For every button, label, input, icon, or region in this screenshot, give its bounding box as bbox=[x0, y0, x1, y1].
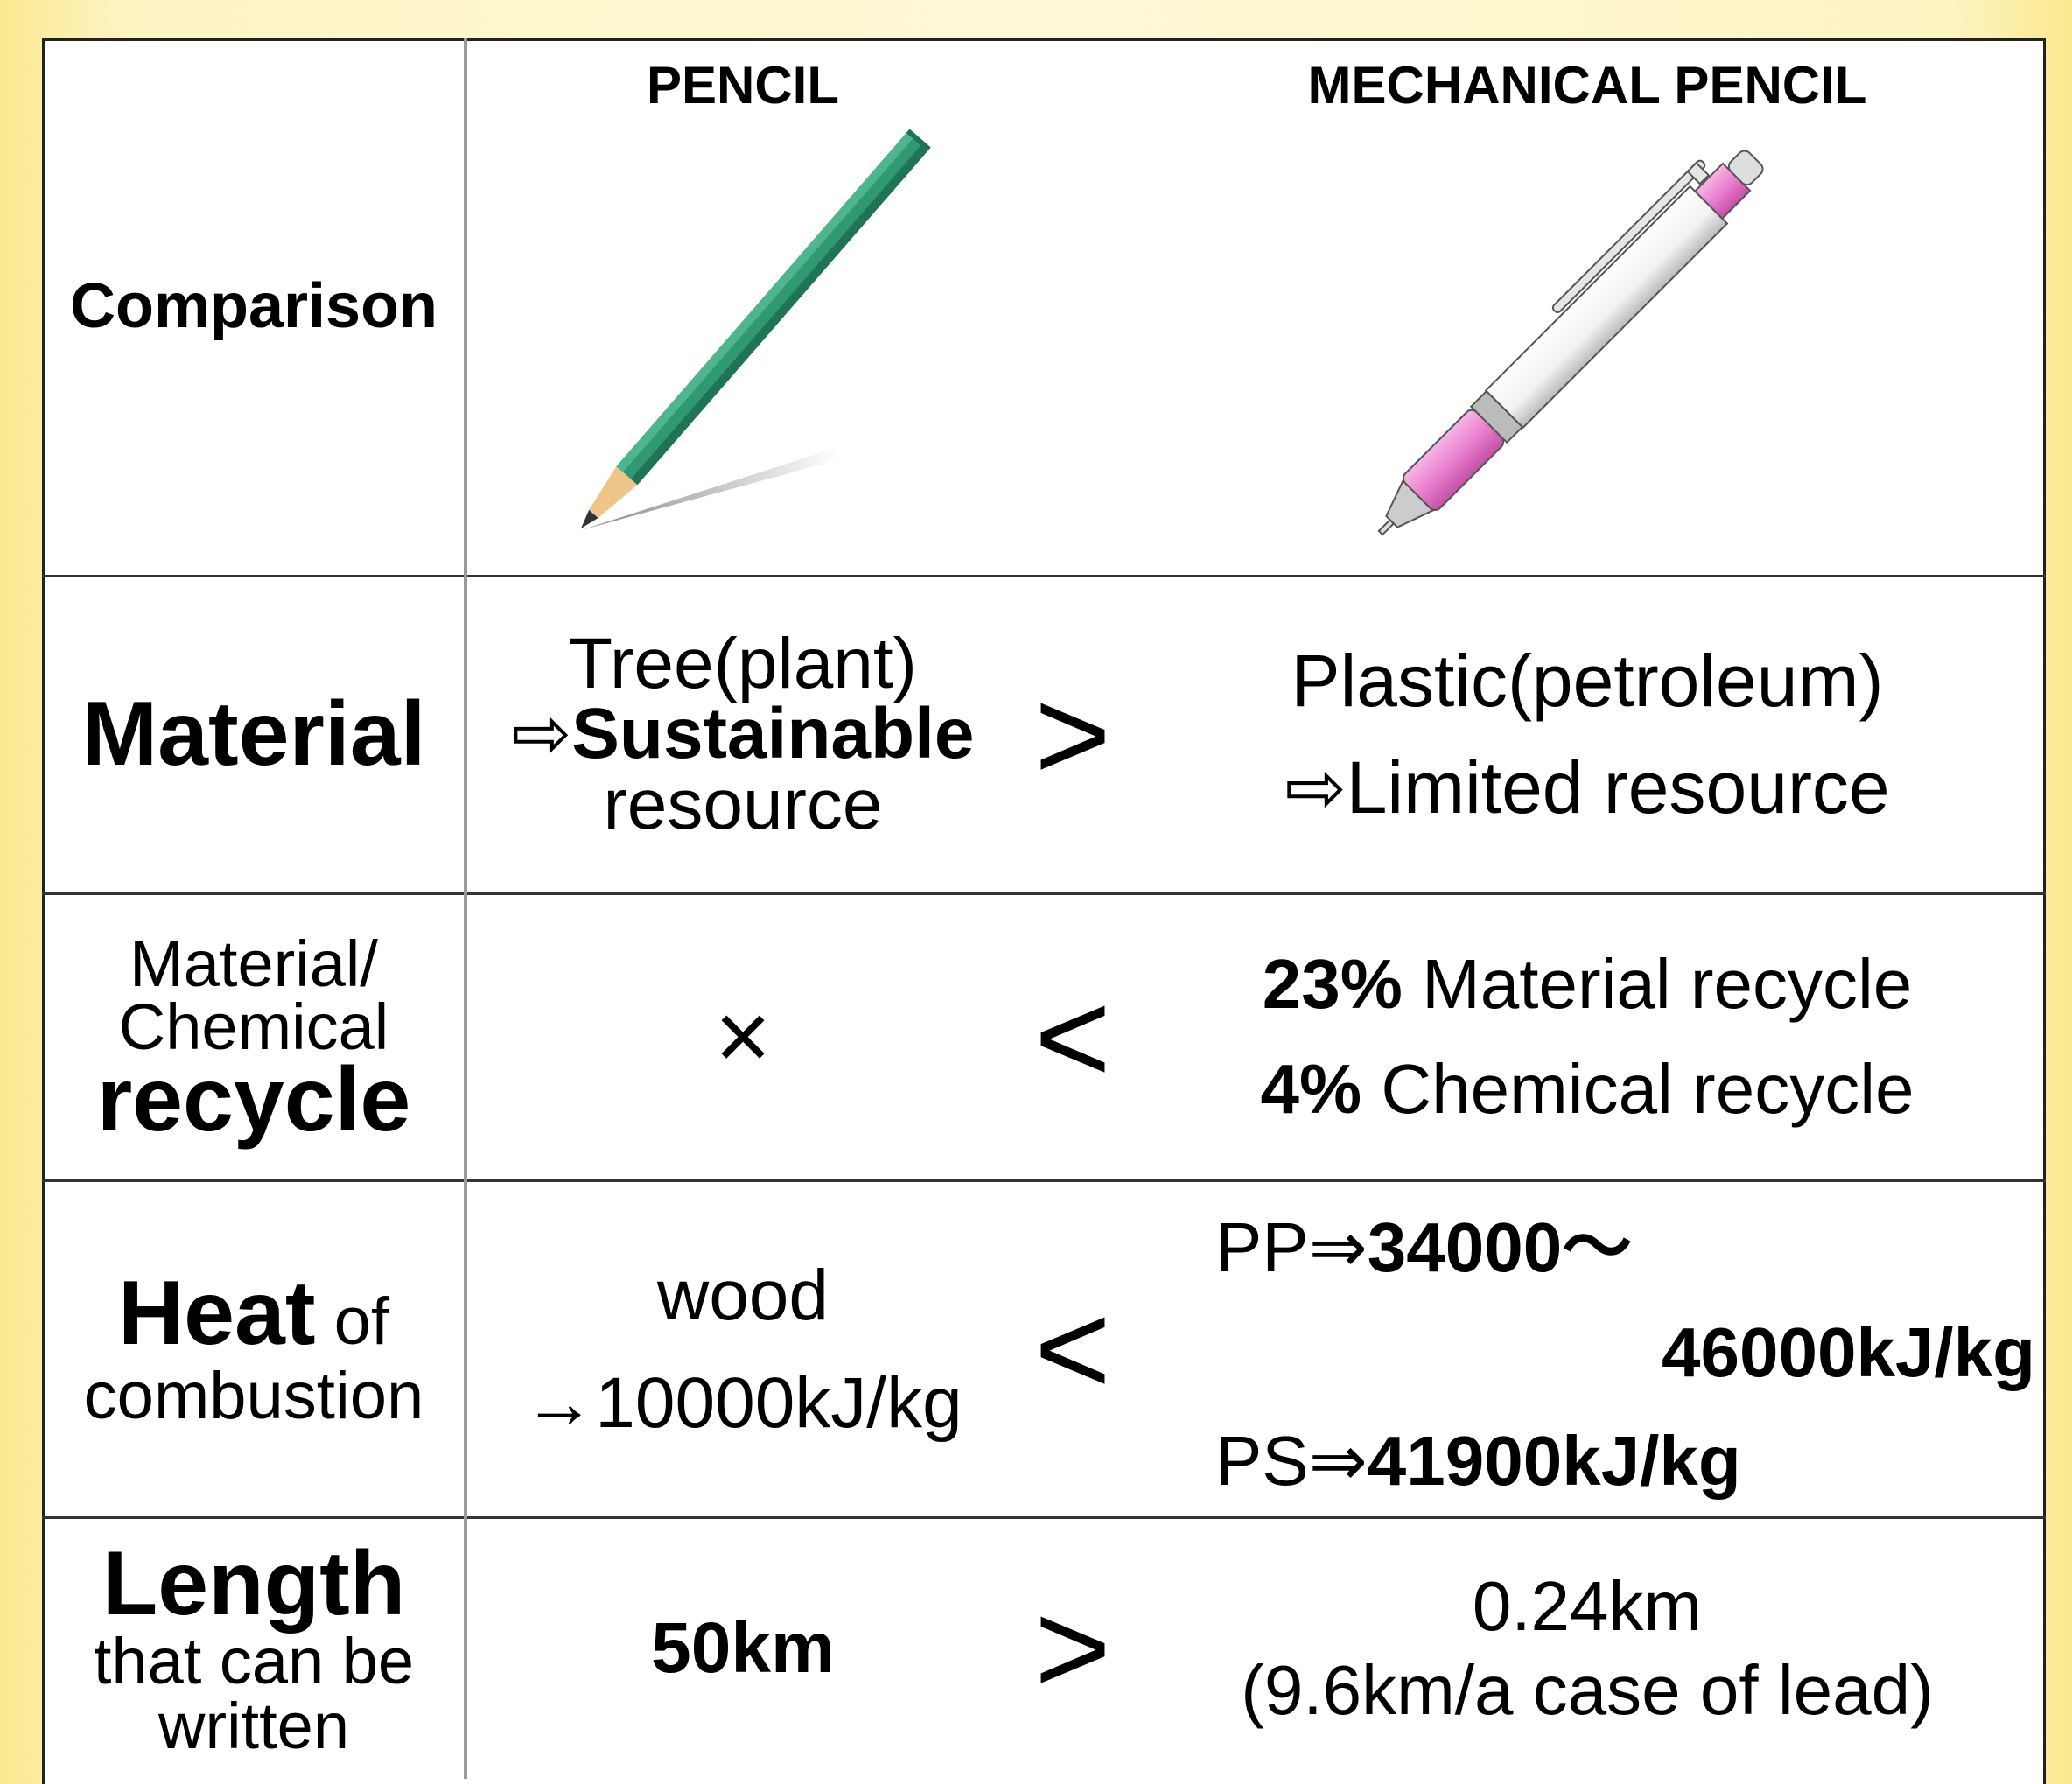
comparison-sign: < bbox=[998, 1180, 1148, 1517]
pencil-cell: × bbox=[467, 893, 1018, 1180]
cell-line: (9.6km/a case of lead) bbox=[1241, 1648, 1933, 1732]
cell-text: Material recycle bbox=[1422, 945, 1912, 1023]
label-line: Material/ bbox=[130, 933, 378, 997]
cell-text: PP⇒ bbox=[1215, 1208, 1368, 1286]
cell-line: PS⇒41900kJ/kg bbox=[1215, 1426, 1741, 1496]
cell-text: Sustainable bbox=[571, 694, 974, 773]
cell-line: Plastic(petroleum) bbox=[1292, 628, 1884, 735]
mechanical-pencil-cell: Plastic(petroleum) ⇨Limited resource bbox=[1129, 576, 2046, 893]
row-label: Material bbox=[42, 576, 466, 893]
cell-line: 23% Material recycle bbox=[1263, 932, 1913, 1037]
row-label: Length that can be written bbox=[42, 1517, 466, 1779]
cell-text: of bbox=[334, 1284, 389, 1359]
cell-text: 23% bbox=[1263, 945, 1403, 1023]
row-label: Heat of combustion bbox=[42, 1180, 466, 1517]
cell-text: PS⇒ bbox=[1215, 1422, 1368, 1500]
cell-line: ⇨Sustainable bbox=[512, 699, 975, 769]
cell-line: 0.24km bbox=[1473, 1564, 1702, 1648]
cell-text: 41900kJ/kg bbox=[1368, 1422, 1741, 1500]
comparison-sign: > bbox=[998, 576, 1148, 893]
label-line: recycle bbox=[97, 1060, 411, 1142]
label-line: combustion bbox=[84, 1361, 424, 1431]
cell-line: 46000kJ/kg bbox=[1662, 1318, 2035, 1388]
cell-line: 4% Chemical recycle bbox=[1261, 1037, 1914, 1142]
comparison-sign: > bbox=[998, 1517, 1148, 1779]
pencil-cell: Tree(plant) ⇨Sustainable resource bbox=[467, 576, 1018, 893]
cell-text: 34000～ bbox=[1368, 1208, 1632, 1286]
cell-text: 4% bbox=[1261, 1050, 1362, 1128]
cell-line: wood bbox=[657, 1242, 829, 1349]
cell-line: PP⇒34000～ bbox=[1215, 1213, 1632, 1283]
mechanical-pencil-image bbox=[1354, 131, 1774, 551]
cell-text: Heat bbox=[118, 1263, 315, 1364]
label-line: written bbox=[158, 1694, 349, 1759]
comparison-sign: < bbox=[998, 893, 1148, 1180]
page: {"header":{"corner":"Comparison","pencil… bbox=[0, 0, 2072, 1779]
row-label: Material/ Chemical recycle bbox=[42, 893, 466, 1180]
cell-line: resource bbox=[603, 770, 882, 840]
cell-line: Tree(plant) bbox=[569, 629, 917, 699]
mechanical-pencil-cell: 23% Material recycle 4% Chemical recycle bbox=[1129, 893, 2046, 1180]
cell-text: ⇨ bbox=[512, 694, 572, 773]
label-line: that can be bbox=[94, 1629, 414, 1694]
label-line: Heat of bbox=[118, 1266, 389, 1361]
cell-text: Chemical recycle bbox=[1381, 1050, 1914, 1128]
mechanical-pencil-cell: 0.24km (9.6km/a case of lead) bbox=[1129, 1517, 2046, 1779]
label-line: Length bbox=[102, 1538, 406, 1629]
pencil-cell: 50km bbox=[467, 1517, 1018, 1779]
cell-line: →10000kJ/kg bbox=[523, 1349, 962, 1457]
cell-line: ⇨Limited resource bbox=[1284, 735, 1889, 842]
pencil-cell: wood →10000kJ/kg bbox=[467, 1180, 1018, 1517]
